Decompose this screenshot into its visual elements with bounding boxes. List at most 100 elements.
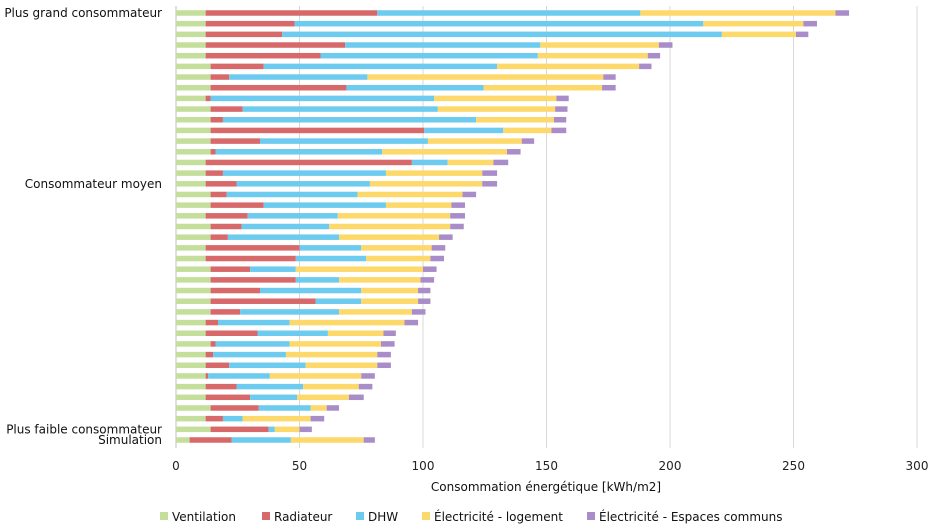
bar-segment-radiateur	[205, 10, 378, 16]
bar-row	[176, 170, 498, 176]
bar-segment-dhw	[222, 415, 243, 422]
bar-segment-ventilation	[176, 245, 206, 251]
bar-segment--lectricit-espaces-communs	[377, 362, 391, 369]
category-label: Consommateur moyen	[25, 177, 162, 191]
bar-segment-ventilation	[176, 415, 206, 422]
bar-segment--lectricit-espaces-communs	[430, 255, 444, 262]
bar-row	[176, 341, 395, 347]
bar-segment--lectricit-logement	[339, 277, 421, 283]
bar-segment-radiateur	[205, 373, 209, 379]
bar-row	[176, 415, 325, 422]
bar-segment-dhw	[210, 95, 435, 102]
bar-segment-radiateur	[205, 394, 251, 401]
bar-row	[176, 394, 364, 401]
bar-segment-dhw	[345, 42, 541, 48]
bar-row	[176, 149, 521, 155]
bar-row	[176, 266, 437, 272]
bar-segment--lectricit-logement	[437, 106, 556, 112]
bar-segment--lectricit-logement	[357, 191, 463, 198]
bar-segment-dhw	[263, 63, 498, 70]
bar-segment-dhw	[282, 31, 722, 38]
bar-segment-radiateur	[210, 426, 269, 433]
bar-segment-ventilation	[176, 138, 211, 144]
bar-segment-dhw	[241, 223, 330, 230]
bar-segment-dhw	[424, 127, 504, 134]
bar-segment--lectricit-logement	[476, 117, 554, 123]
bar-segment--lectricit-logement	[337, 213, 451, 219]
bar-segment--lectricit-logement	[640, 10, 836, 16]
bar-segment--lectricit-logement	[361, 245, 432, 251]
bar-segment--lectricit-logement	[447, 159, 494, 166]
bar-segment-dhw	[259, 138, 428, 144]
bar-segment--lectricit-logement	[385, 202, 452, 208]
bar-segment-ventilation	[176, 351, 206, 358]
bar-segment--lectricit-espaces-communs	[451, 202, 465, 208]
bar-segment-ventilation	[176, 159, 206, 166]
bar-segment-radiateur	[210, 266, 251, 272]
bar-segment--lectricit-espaces-communs	[647, 52, 661, 59]
bar-row	[176, 319, 419, 326]
bar-segment--lectricit-espaces-communs	[299, 426, 312, 433]
bar-segment-radiateur	[210, 74, 230, 80]
bar-segment-radiateur	[210, 106, 243, 112]
legend-swatch	[587, 512, 595, 520]
bar-segment--lectricit-logement	[703, 20, 804, 27]
bar-segment-radiateur	[210, 405, 259, 411]
bar-segment--lectricit-espaces-communs	[658, 42, 673, 48]
bar-segment-dhw	[411, 159, 448, 166]
bars	[176, 10, 850, 443]
bar-segment-ventilation	[176, 149, 211, 155]
bar-segment-radiateur	[210, 309, 241, 315]
legend-label: Électricité - Espaces communs	[599, 509, 782, 524]
bar-segment--lectricit-espaces-communs	[482, 170, 498, 176]
bar-segment-dhw	[247, 213, 338, 219]
bar-row	[176, 106, 568, 112]
bar-segment--lectricit-logement	[274, 426, 300, 433]
category-label: Simulation	[98, 433, 162, 447]
bar-segment-dhw	[236, 383, 304, 390]
bar-segment-ventilation	[176, 277, 211, 283]
bar-segment--lectricit-logement	[310, 405, 327, 411]
bar-segment-dhw	[215, 149, 383, 155]
bar-segment-radiateur	[205, 362, 230, 369]
bar-segment-radiateur	[210, 341, 216, 347]
bar-segment--lectricit-logement	[382, 149, 507, 155]
bar-segment-ventilation	[176, 31, 206, 38]
bar-segment--lectricit-espaces-communs	[439, 234, 453, 240]
bar-segment--lectricit-logement	[503, 127, 552, 134]
bar-row	[176, 127, 567, 134]
bar-segment-radiateur	[205, 330, 258, 336]
bar-segment--lectricit-logement	[540, 42, 659, 48]
bar-segment--lectricit-espaces-communs	[381, 341, 395, 347]
bar-segment-radiateur	[205, 351, 214, 358]
bar-segment--lectricit-espaces-communs	[521, 138, 535, 144]
bar-segment-radiateur	[205, 415, 223, 422]
bar-segment-ventilation	[176, 341, 211, 347]
bar-segment--lectricit-espaces-communs	[462, 191, 477, 198]
bar-segment-ventilation	[176, 255, 206, 262]
bar-row	[176, 63, 652, 70]
bar-segment-ventilation	[176, 63, 211, 70]
bar-segment-radiateur	[205, 319, 218, 326]
bar-segment-radiateur	[205, 383, 237, 390]
bar-segment--lectricit-espaces-communs	[506, 149, 521, 155]
bar-segment-dhw	[346, 84, 484, 91]
bar-segment-dhw	[229, 362, 306, 369]
bar-segment-ventilation	[176, 437, 190, 443]
x-tick-label: 0	[172, 459, 180, 473]
bar-row	[176, 234, 453, 240]
bar-segment-ventilation	[176, 309, 211, 315]
bar-segment--lectricit-logement	[329, 223, 451, 230]
bar-segment--lectricit-logement	[361, 298, 419, 304]
bar-segment-radiateur	[210, 298, 316, 304]
bar-segment-radiateur	[205, 245, 300, 251]
bar-segment-ventilation	[176, 223, 211, 230]
bar-segment--lectricit-logement	[367, 74, 604, 80]
bar-segment-ventilation	[176, 181, 206, 187]
bar-segment--lectricit-logement	[427, 138, 522, 144]
bar-segment--lectricit-logement	[339, 309, 412, 315]
bar-segment--lectricit-espaces-communs	[603, 74, 616, 80]
bar-segment--lectricit-espaces-communs	[553, 117, 567, 123]
bar-segment-ventilation	[176, 405, 211, 411]
